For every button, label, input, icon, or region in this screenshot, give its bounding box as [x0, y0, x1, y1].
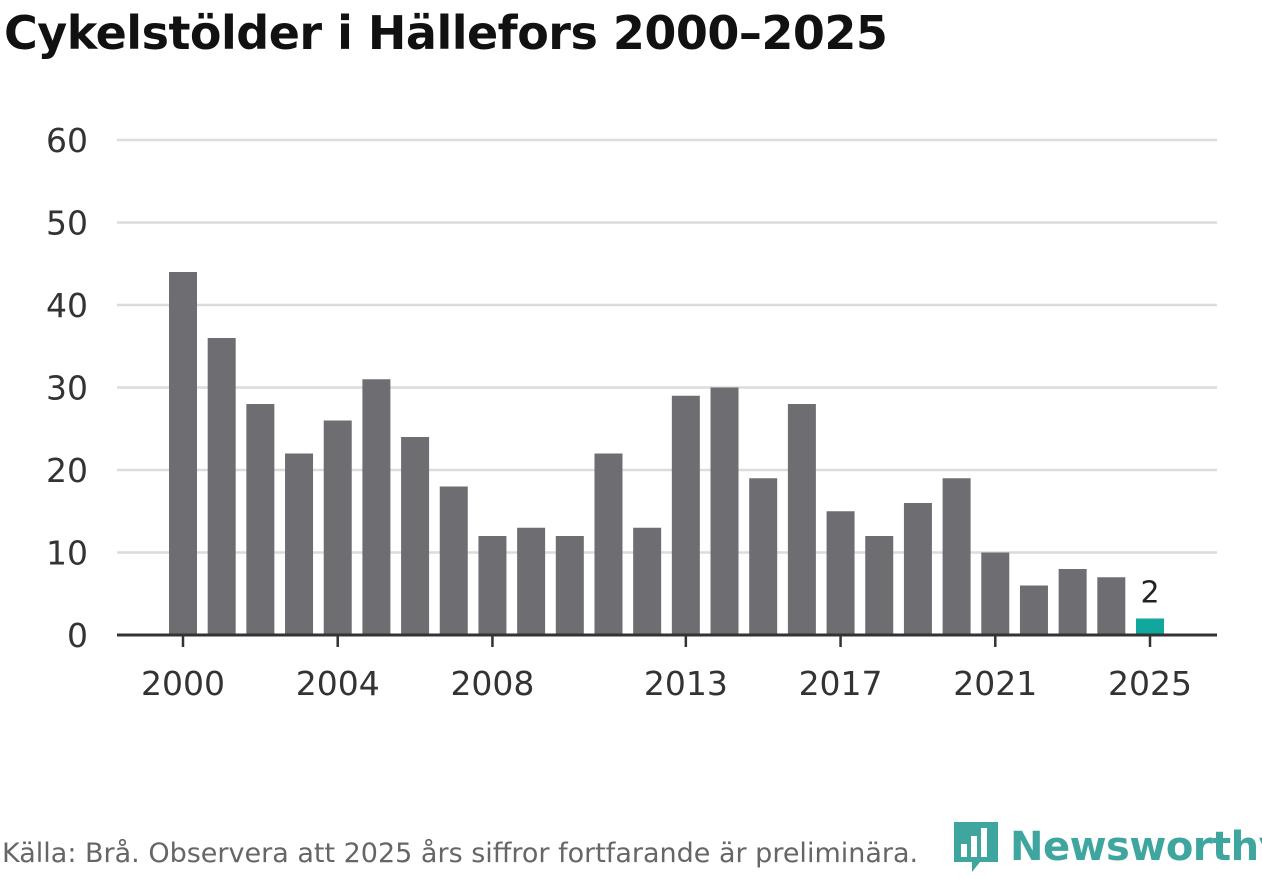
- bar-2024: [1097, 577, 1126, 635]
- bar-2006: [401, 437, 430, 635]
- bar-2007: [439, 486, 468, 635]
- x-tick-label: 2021: [953, 664, 1037, 703]
- bar-2004: [323, 420, 352, 635]
- bar-2011: [594, 453, 623, 635]
- x-tick-label: 2017: [799, 664, 883, 703]
- bar-2003: [285, 453, 314, 635]
- y-tick-label: 50: [46, 204, 88, 243]
- bar-2010: [555, 536, 584, 635]
- bar-2012: [633, 527, 662, 635]
- x-tick-label: 2000: [141, 664, 225, 703]
- y-tick-label: 0: [67, 616, 88, 655]
- y-tick-label: 10: [46, 534, 88, 573]
- gridlines: [117, 138, 1217, 554]
- y-tick-label: 40: [46, 286, 88, 325]
- bar-2021: [981, 552, 1010, 635]
- bar-2017: [826, 511, 855, 635]
- bar-2014: [710, 387, 739, 635]
- bar-2001: [207, 338, 236, 635]
- bar-2016: [787, 404, 816, 635]
- bar-2008: [478, 536, 507, 635]
- chart-title: Cykelstölder i Hällefors 2000–2025: [4, 6, 888, 60]
- bar-2020: [942, 478, 971, 635]
- data-label-2025: 2: [1140, 576, 1159, 611]
- newsworthy-logo-text: Newsworthy: [1010, 824, 1262, 870]
- x-tick-label: 2013: [644, 664, 728, 703]
- y-tick-label: 30: [46, 369, 88, 408]
- bar-2019: [903, 503, 932, 635]
- newsworthy-logo: Newsworthy: [950, 818, 1262, 876]
- y-tick-label: 60: [46, 121, 88, 160]
- x-tick-label: 2025: [1108, 664, 1192, 703]
- bar-2022: [1019, 585, 1048, 635]
- bar-2009: [517, 527, 546, 635]
- x-tick-label: 2004: [296, 664, 380, 703]
- bar-2002: [246, 404, 275, 635]
- source-note: Källa: Brå. Observera att 2025 års siffr…: [2, 838, 919, 869]
- x-axis: 2000 2004 2008 2013 2017 2021 2025: [117, 633, 1217, 703]
- bar-2005: [362, 379, 391, 635]
- newsworthy-logo-icon: [954, 822, 998, 872]
- data-labels: 2: [1140, 576, 1159, 611]
- bar-2018: [865, 536, 894, 635]
- y-tick-label: 20: [46, 451, 88, 490]
- bar-2015: [749, 478, 778, 635]
- bar-2000: [169, 272, 197, 635]
- bar-2023: [1058, 569, 1087, 635]
- bar-2013: [671, 395, 700, 635]
- y-axis-ticks: 0 10 20 30 40 50 60: [46, 121, 88, 655]
- x-tick-label: 2008: [450, 664, 534, 703]
- bar-2025: [1136, 618, 1164, 635]
- bars: [169, 272, 1164, 635]
